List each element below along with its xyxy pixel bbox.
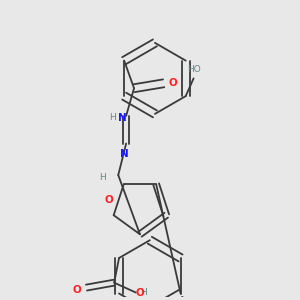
Text: N: N [118, 113, 127, 123]
Text: H: H [109, 113, 116, 122]
Text: O: O [136, 287, 145, 298]
Text: O: O [73, 285, 82, 295]
Text: O: O [104, 195, 113, 205]
Text: O: O [169, 78, 177, 88]
Text: HO: HO [187, 65, 200, 74]
Text: H: H [140, 288, 146, 297]
Text: H: H [99, 172, 106, 182]
Text: N: N [120, 149, 128, 159]
